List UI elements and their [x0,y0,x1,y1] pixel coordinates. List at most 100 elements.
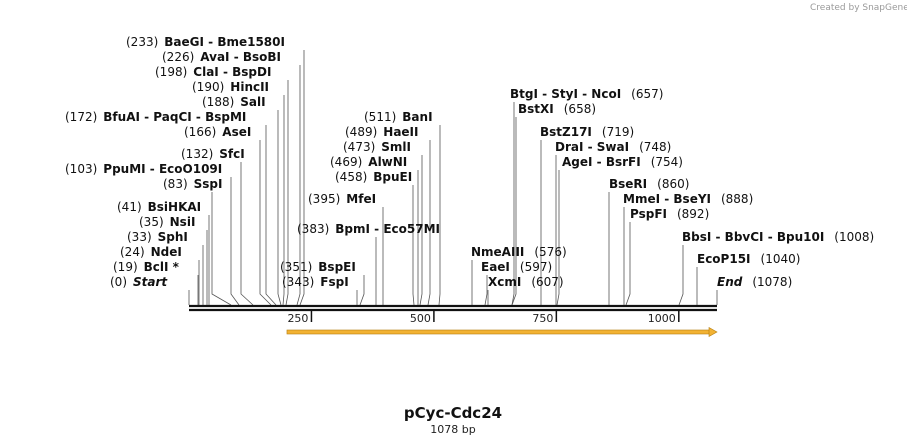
feature-arrow-body [286,329,712,335]
site-position: (719) [602,125,634,139]
site-label[interactable]: (351) BspEI [280,260,356,274]
site-label[interactable]: (383) BpmI - Eco57MI [297,222,440,236]
site-label[interactable]: NmeAIII (576) [471,245,567,259]
enzyme-name: - Bme1580I [204,35,285,49]
enzyme-name: BaeGI [164,35,204,49]
site-leader [438,125,441,306]
site-label[interactable]: XcmI (607) [488,275,564,289]
site-position: (458) [335,170,367,184]
site-label[interactable]: (458) BpuEI [335,170,412,184]
site-label[interactable]: (473) SmlI [343,140,411,154]
site-label[interactable]: (83) SspI [163,177,222,191]
site-label[interactable]: (226) AvaI - BsoBI [162,50,281,64]
site-label[interactable]: (188) SalI [202,95,266,109]
site-label[interactable]: End (1078) [717,275,792,289]
site-label[interactable]: AgeI - BsrFI (754) [562,155,683,169]
site-position: (0) [110,275,127,289]
site-label[interactable]: (132) SfcI [181,147,245,161]
site-label[interactable]: BstZ17I (719) [540,125,634,139]
site-label[interactable]: (343) FspI [282,275,349,289]
enzyme-name: HincII [230,80,269,94]
site-leader [285,80,289,306]
enzyme-name: FspI [320,275,348,289]
site-label[interactable]: BbsI - BbvCI - Bpu10I (1008) [682,230,874,244]
enzyme-name: BbsI [682,230,711,244]
site-label[interactable]: MmeI - BseYI (888) [623,192,753,206]
site-leader [625,222,631,306]
enzyme-name: AseI [222,125,251,139]
site-position: (395) [308,192,340,206]
enzyme-name: AgeI [562,155,592,169]
enzyme-name: SalI [240,95,265,109]
site-label[interactable]: (103) PpuMI - EcoO109I [65,162,222,176]
site-label[interactable]: (41) BsiHKAI [117,200,201,214]
site-position: (83) [163,177,188,191]
site-label[interactable]: EaeI (597) [481,260,552,274]
site-position: (469) [330,155,362,169]
site-label[interactable]: (35) NsiI [139,215,195,229]
site-leader [211,192,232,306]
site-label[interactable]: (166) AseI [184,125,251,139]
enzyme-name: - StyI [538,87,578,101]
enzyme-name: End [717,275,743,289]
site-position: (24) [120,245,145,259]
enzyme-name: - BspMI [192,110,247,124]
site-label[interactable]: (172) BfuAI - PaqCI - BspMI [65,110,246,124]
site-position: (657) [631,87,663,101]
site-label[interactable]: (198) ClaI - BspDI [155,65,271,79]
site-label[interactable]: (469) AlwNI [330,155,407,169]
site-position: (343) [282,275,314,289]
enzyme-name: BstZ17I [540,125,592,139]
site-leader [511,102,515,306]
enzyme-name: MfeI [346,192,376,206]
enzyme-name: - BsoBI [230,50,281,64]
site-label[interactable]: BstXI (658) [518,102,596,116]
site-label[interactable]: PspFI (892) [630,207,709,221]
site-position: (607) [531,275,563,289]
enzyme-name: SmlI [381,140,411,154]
site-leader [299,50,305,306]
tick-label: 250 [287,312,308,325]
site-label[interactable]: (19) BclI * [113,260,180,274]
site-label[interactable]: BseRI (860) [609,177,689,191]
feature-arrow[interactable] [286,326,718,338]
site-position: (172) [65,110,97,124]
site-label[interactable]: (0) Start [110,275,168,289]
enzyme-name: BsiHKAI [148,200,202,214]
site-leader [412,185,415,306]
site-position: (19) [113,260,138,274]
site-leader [511,117,517,306]
site-leader [678,245,684,306]
enzyme-name: - BbvCI [711,230,763,244]
site-label[interactable]: (24) NdeI [120,245,182,259]
site-leader-lines [188,50,718,306]
site-label[interactable]: (233) BaeGI - Bme1580I [126,35,285,49]
site-position: (892) [677,207,709,221]
enzyme-name: - BseYI [660,192,711,206]
site-label[interactable]: (190) HincII [192,80,269,94]
site-position: (190) [192,80,224,94]
tick-label: 500 [410,312,431,325]
site-label[interactable]: (395) MfeI [308,192,376,206]
site-position: (166) [184,125,216,139]
site-leader [240,162,254,306]
site-position: (226) [162,50,194,64]
site-leader [359,275,365,306]
site-label[interactable]: DraI - SwaI (748) [555,140,671,154]
enzyme-name: DraI [555,140,583,154]
enzyme-name: BspEI [318,260,356,274]
enzyme-name: BtgI [510,87,538,101]
enzyme-name: HaeII [383,125,418,139]
site-label[interactable]: (33) SphI [127,230,188,244]
site-position: (511) [364,110,396,124]
site-label[interactable]: (489) HaeII [345,125,419,139]
enzyme-name: BanI [402,110,432,124]
site-label[interactable]: EcoP15I (1040) [697,252,800,266]
site-label[interactable]: BtgI - StyI - NcoI (657) [510,87,663,101]
enzyme-name: SfcI [219,147,244,161]
enzyme-name: ClaI [193,65,218,79]
site-label[interactable]: (511) BanI [364,110,433,124]
site-labels: (233) BaeGI - Bme1580I(226) AvaI - BsoBI(1… [65,35,874,289]
site-leader [282,95,285,306]
